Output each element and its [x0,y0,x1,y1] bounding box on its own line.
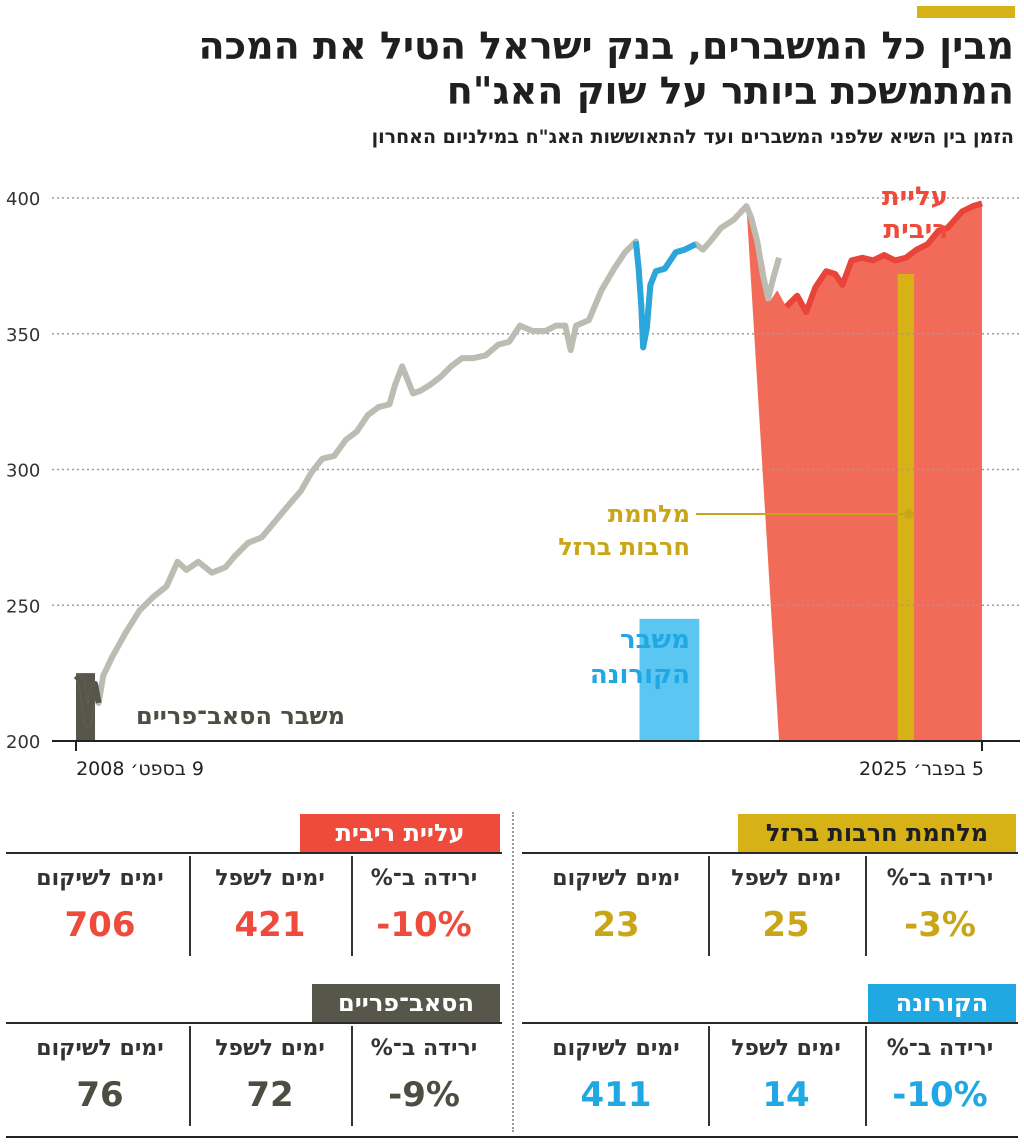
subprime-rule [6,1022,502,1024]
days-bottom-label: ימים לשפל [215,1036,325,1061]
subprime-bottom-value: 72 [246,1075,294,1115]
days-recovery-label: ימים לשיקום [552,866,680,891]
corona-tag: הקורונה [868,984,1016,1022]
tables-divider [512,812,514,1132]
days-recovery-label: ימים לשיקום [36,866,164,891]
iron-swords-drop-value: -3% [904,905,976,945]
iron-swords-annotation-line1: מלחמת [608,500,690,528]
corona-annotation-line2: הקורונה [590,660,690,690]
page-title: מבין כל המשברים, בנק ישראל הטיל את המכה … [198,24,1014,113]
rate-hike-segment [784,200,983,316]
iron-swords-marker [904,509,914,519]
corona-recovery-value: 411 [580,1075,652,1115]
x-end-label: 5 בפבר׳ 2025 [859,758,984,780]
y-tick-label: 300 [6,461,40,482]
rate-hike-drop-cell: ירידה ב־% -10% [346,852,502,945]
drop-label: ירידה ב־% [370,1036,478,1061]
bond-index-chart: 200 250 300 350 400 9 בספט׳ 2008 5 בפבר׳ 2025 מ… [6,182,1020,780]
rate-hike-tag: עליית ריבית [300,814,500,852]
y-tick-label: 350 [6,325,40,346]
iron-swords-bottom-value: 25 [762,905,810,945]
accent-bar [917,6,1015,18]
corona-drop-value: -10% [892,1075,988,1115]
corona-bottom-cell: ימים לשפל 14 [708,1022,864,1115]
corona-annotation-line1: משבר [620,625,690,655]
page-subtitle: הזמן בין השיא שלפני המשברים ועד להתאוששו… [371,126,1014,148]
cell-separator [351,856,353,956]
iron-swords-tag: מלחמת חרבות ברזל [738,814,1016,852]
corona-recovery-cell: ימים לשיקום 411 [538,1022,694,1115]
subprime-annotation: משבר הסאב־פריים [136,702,345,730]
subprime-drop-cell: ירידה ב־% -9% [346,1022,502,1115]
iron-swords-bottom-cell: ימים לשפל 25 [708,852,864,945]
drop-label: ירידה ב־% [370,866,478,891]
rate-hike-bottom-value: 421 [234,905,306,945]
corona-drop-cell: ירידה ב־% -10% [862,1022,1018,1115]
rate-hike-band [746,203,982,741]
rate-hike-drop-value: -10% [376,905,472,945]
days-recovery-label: ימים לשיקום [552,1036,680,1061]
subprime-bottom-cell: ימים לשפל 72 [192,1022,348,1115]
subprime-recovery-cell: ימים לשיקום 76 [22,1022,178,1115]
bottom-rule [6,1136,1018,1138]
corona-segment [632,241,698,351]
cell-separator [708,1026,710,1126]
days-bottom-label: ימים לשפל [215,866,325,891]
days-recovery-label: ימים לשיקום [36,1036,164,1061]
cell-separator [189,856,191,956]
subprime-tag: הסאב־פריים [312,984,500,1022]
subprime-segment [73,673,102,728]
rate-hike-annotation-line2: ריבית [883,215,948,245]
y-tick-label: 200 [6,732,40,753]
x-start-label: 9 בספט׳ 2008 [76,758,204,780]
rate-hike-recovery-cell: ימים לשיקום 706 [22,852,178,945]
subprime-drop-value: -9% [388,1075,460,1115]
rate-hike-rule [6,852,502,854]
subprime-recovery-value: 76 [76,1075,124,1115]
iron-swords-band [897,274,915,741]
rate-hike-bottom-cell: ימים לשפל 421 [192,852,348,945]
y-tick-label: 250 [6,596,40,617]
drop-label: ירידה ב־% [886,1036,994,1061]
iron-swords-rule [522,852,1018,854]
corona-rule [522,1022,1018,1024]
iron-swords-annotation-line2: חרבות ברזל [558,533,690,561]
iron-swords-recovery-value: 23 [592,905,640,945]
iron-swords-recovery-cell: ימים לשיקום 23 [538,852,694,945]
y-tick-label: 400 [6,189,40,210]
iron-swords-drop-cell: ירידה ב־% -3% [862,852,1018,945]
rate-hike-recovery-value: 706 [64,905,136,945]
days-bottom-label: ימים לשפל [731,866,841,891]
cell-separator [189,1026,191,1126]
cell-separator [708,856,710,956]
days-bottom-label: ימים לשפל [731,1036,841,1061]
corona-band [639,618,700,741]
corona-bottom-value: 14 [762,1075,810,1115]
cell-separator [351,1026,353,1126]
drop-label: ירידה ב־% [886,866,994,891]
cell-separator [865,1026,867,1126]
cell-separator [865,856,867,956]
rate-hike-annotation-line1: עליית [882,182,948,212]
